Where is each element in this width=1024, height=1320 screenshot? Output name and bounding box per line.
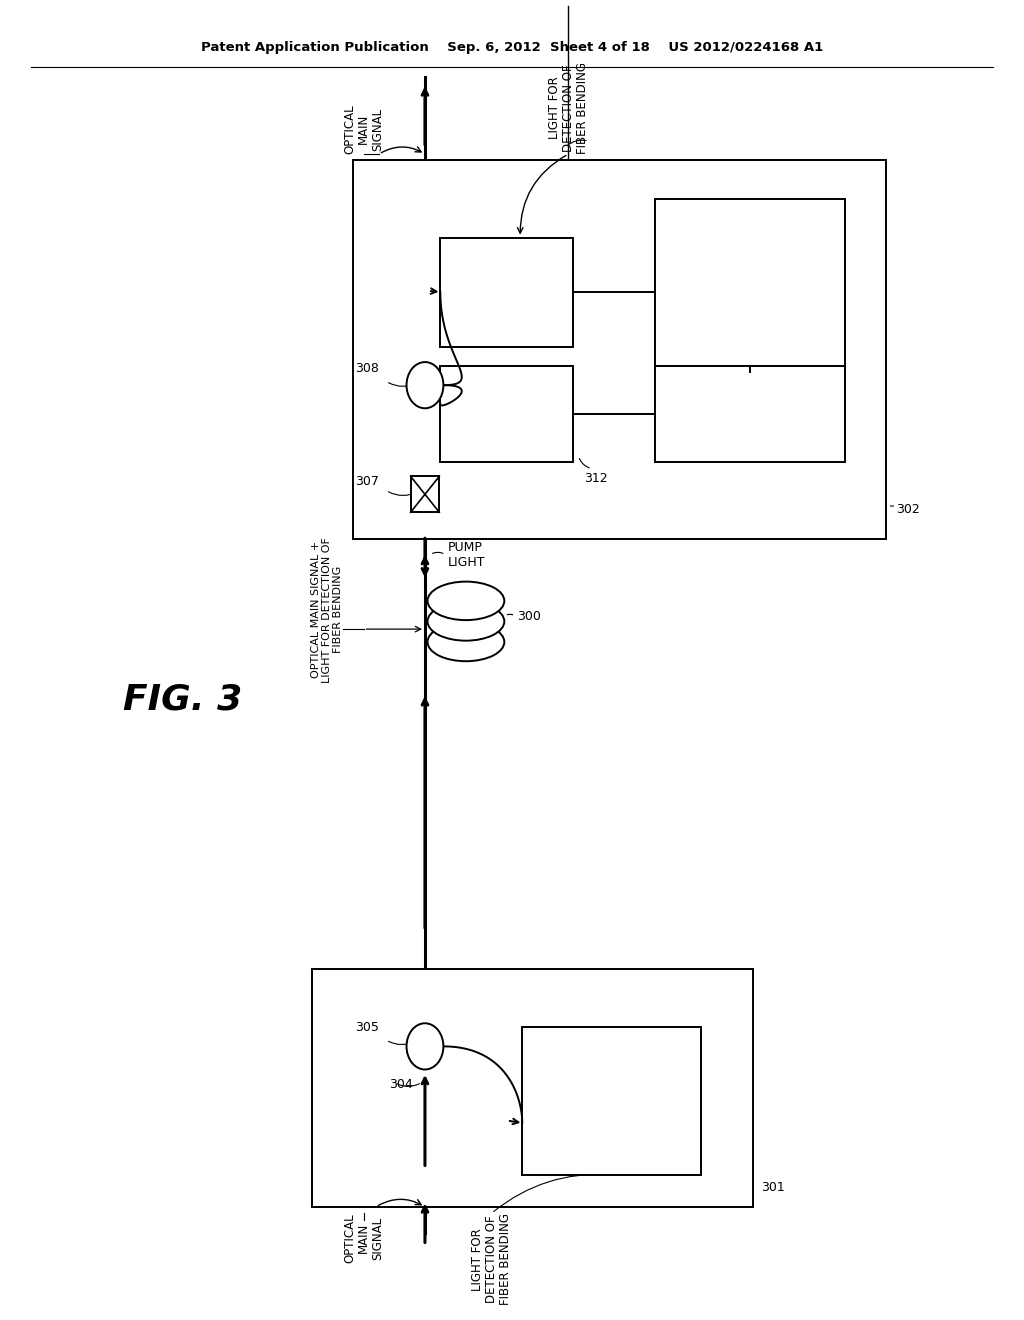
Text: 302: 302 [896,503,920,516]
Text: 305: 305 [355,1020,379,1034]
Text: PUMP
LIGHT: PUMP LIGHT [447,541,485,569]
Text: 301: 301 [761,1181,784,1195]
FancyBboxPatch shape [655,199,845,372]
Text: 312: 312 [584,473,607,486]
Circle shape [407,1023,443,1069]
Text: 303: 303 [599,1081,625,1096]
Text: 309: 309 [494,296,520,310]
Text: LIGHT FOR
DETECTION OF
FIBER BENDING: LIGHT FOR DETECTION OF FIBER BENDING [471,1213,512,1305]
Text: 306: 306 [494,407,520,421]
Text: OPTICAL
MAIN
SIGNAL: OPTICAL MAIN SIGNAL [343,104,384,154]
Text: OPTICAL MAIN SIGNAL +
LIGHT FOR DETECTION OF
FIBER BENDING: OPTICAL MAIN SIGNAL + LIGHT FOR DETECTIO… [311,537,343,682]
Ellipse shape [428,582,504,620]
Text: 307: 307 [355,475,379,488]
FancyBboxPatch shape [522,1027,701,1175]
Ellipse shape [428,602,504,640]
Text: Patent Application Publication    Sep. 6, 2012  Sheet 4 of 18    US 2012/0224168: Patent Application Publication Sep. 6, 2… [201,41,823,54]
FancyBboxPatch shape [655,366,845,462]
Text: OPTICAL
MAIN
SIGNAL: OPTICAL MAIN SIGNAL [343,1213,384,1263]
Text: 308: 308 [355,362,379,375]
FancyBboxPatch shape [411,477,439,512]
Text: 300: 300 [517,610,541,623]
Text: 304: 304 [389,1078,413,1092]
Text: LIGHT FOR
DETECTION OF
FIBER BENDING: LIGHT FOR DETECTION OF FIBER BENDING [548,62,589,154]
Text: 311: 311 [737,407,763,421]
FancyBboxPatch shape [440,238,573,347]
Text: FIG. 3: FIG. 3 [123,682,242,717]
FancyBboxPatch shape [440,366,573,462]
FancyBboxPatch shape [312,969,753,1206]
FancyBboxPatch shape [353,161,886,540]
Circle shape [407,362,443,408]
Ellipse shape [428,623,504,661]
Text: 310: 310 [737,279,763,293]
